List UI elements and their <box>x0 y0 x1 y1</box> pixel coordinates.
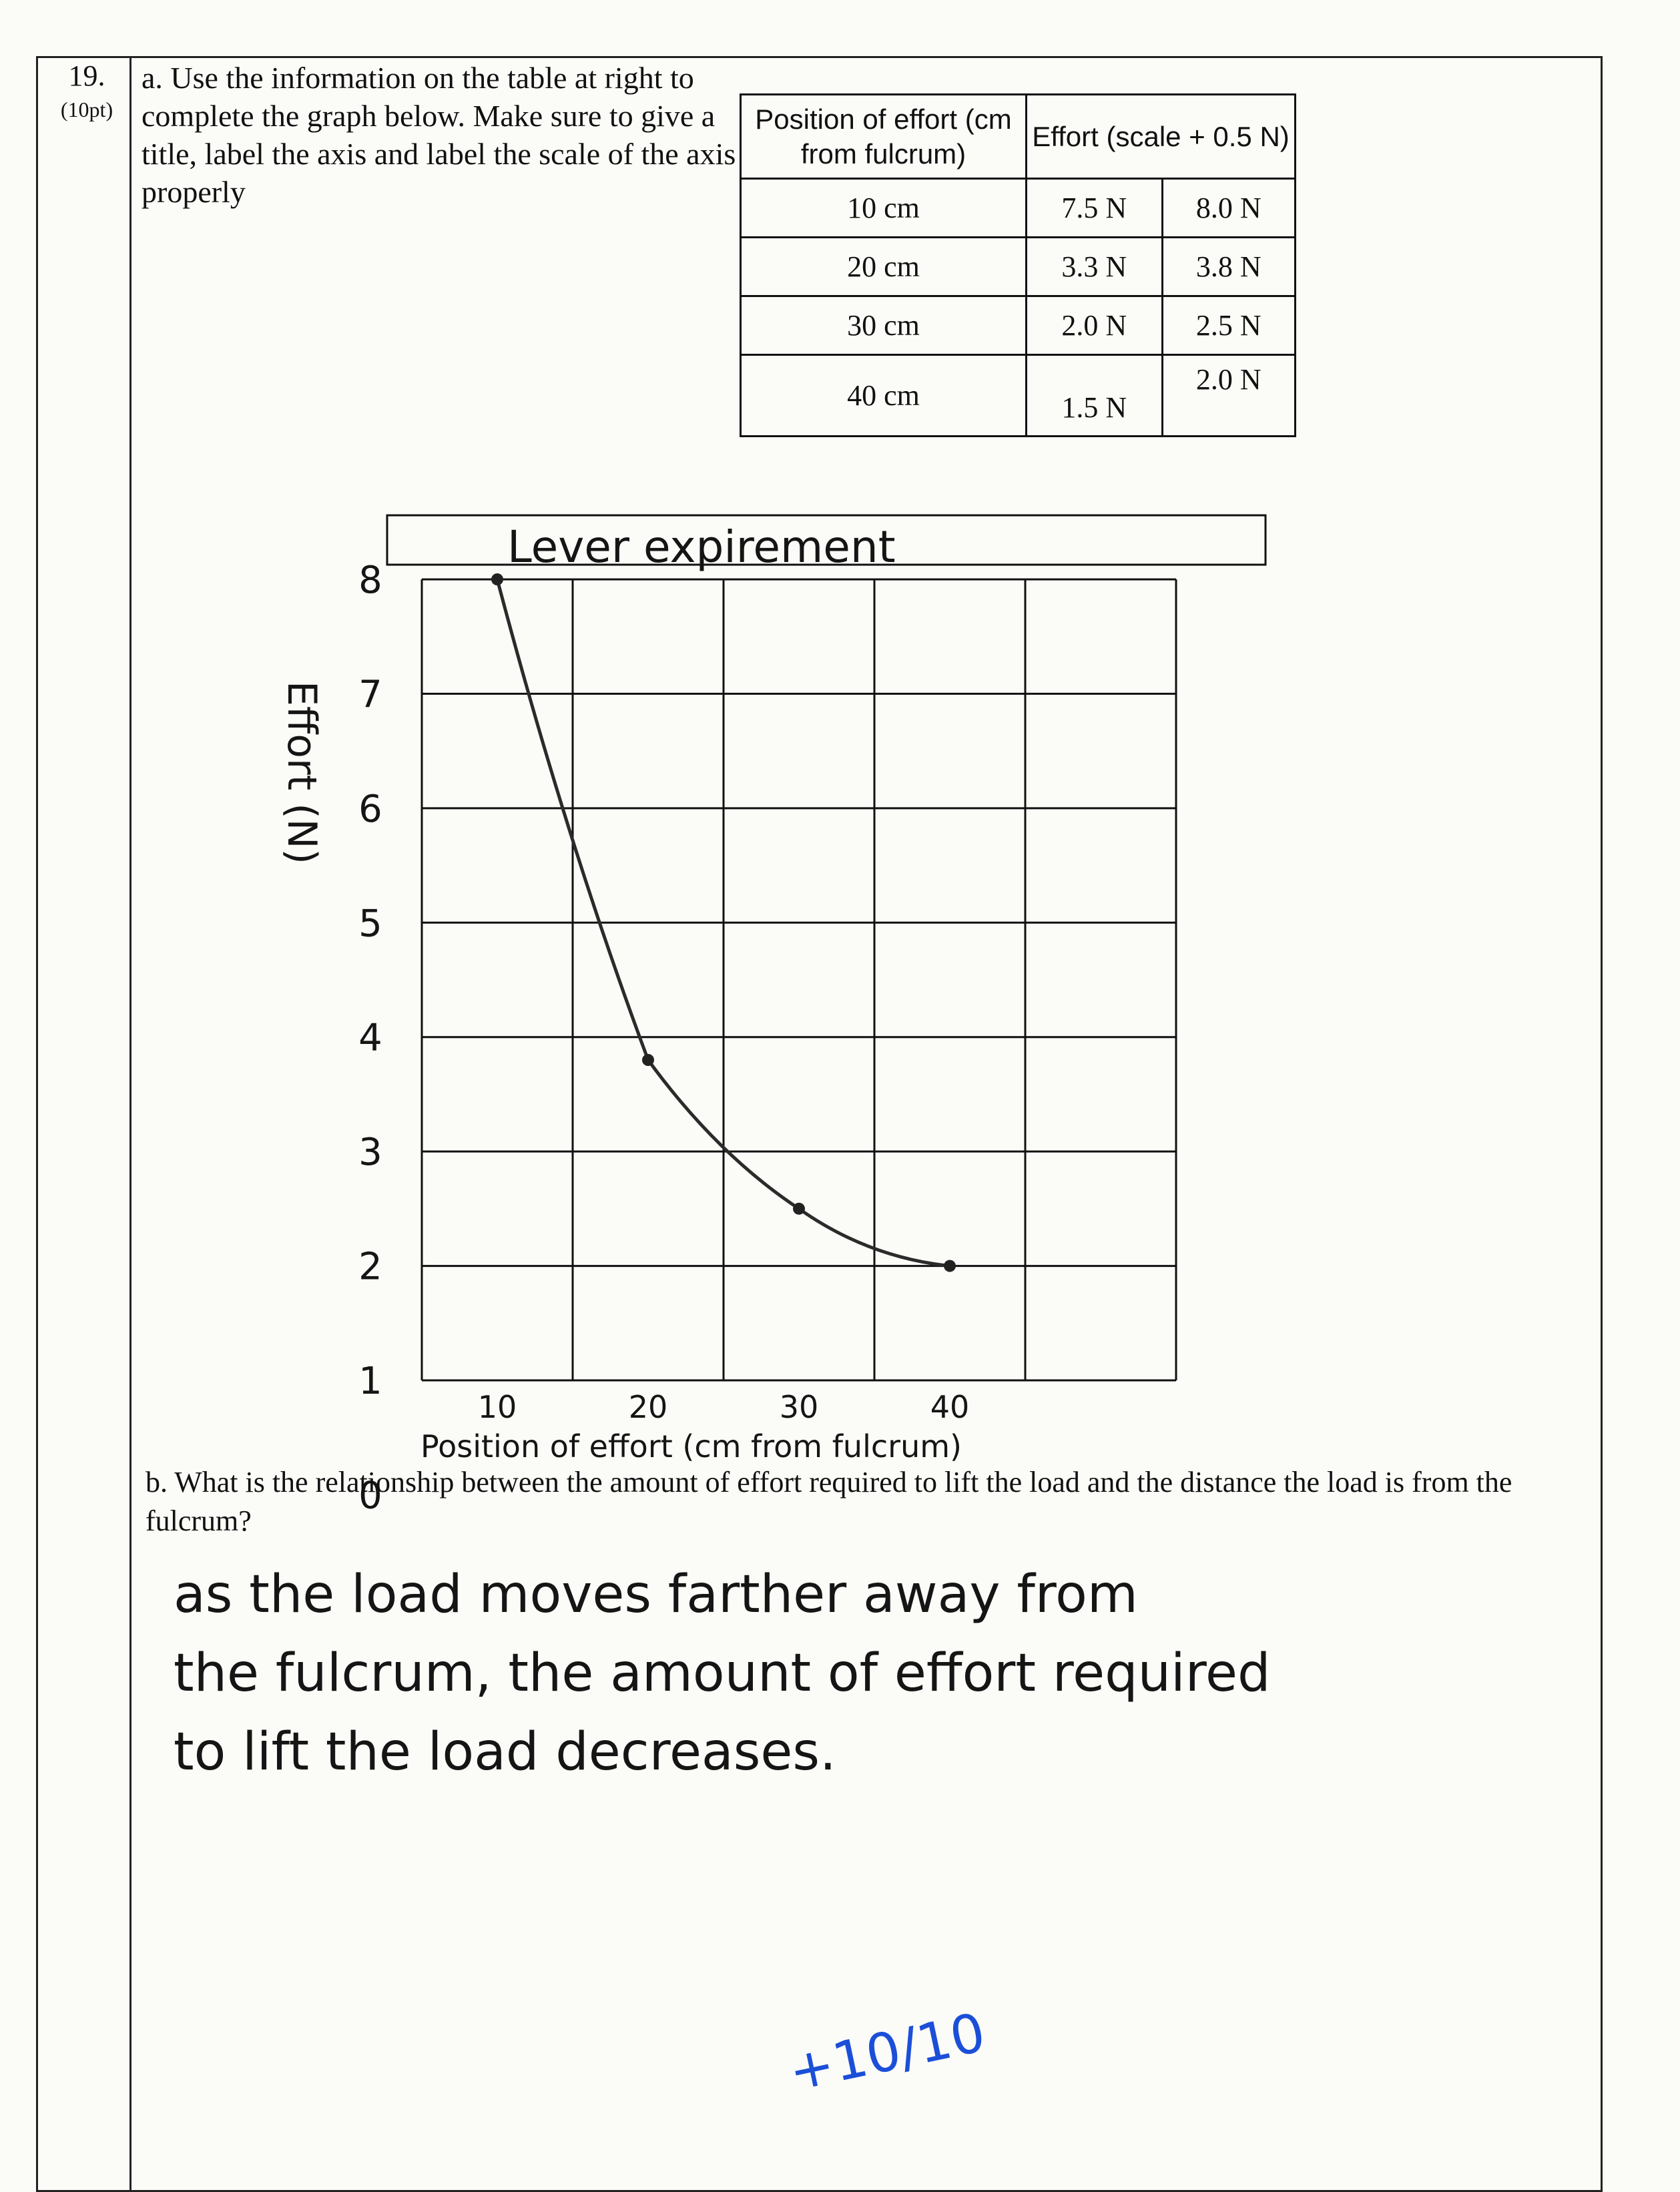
chart-grid <box>421 578 1177 1382</box>
data-table: Position of effort (cm from fulcrum) Eff… <box>740 93 1296 437</box>
data-point <box>642 1054 654 1066</box>
x-tick-label: 40 <box>930 1389 970 1425</box>
part-b-question: b. What is the relationship between the … <box>146 1466 1512 1537</box>
y-tick-label: 6 <box>358 788 382 831</box>
answer-line-2: the fulcrum, the amount of effort requir… <box>174 1643 1271 1703</box>
y-tick-label: 3 <box>358 1131 382 1174</box>
cell-effort-2: 2.5 N <box>1161 295 1296 356</box>
question-points: (10pt) <box>60 97 113 121</box>
title-box <box>386 514 1267 566</box>
chart-ticks: 10 20 30 40 0 1 2 3 4 5 6 7 8 <box>358 559 969 1517</box>
cell-effort-1: 1.5 N <box>1025 354 1163 437</box>
cell-effort-2: 2.0 N <box>1161 354 1296 437</box>
cell-effort-2: 3.8 N <box>1161 236 1296 297</box>
answer-line-1: as the load moves farther away from <box>174 1565 1138 1625</box>
question-number: 19. <box>68 59 105 92</box>
data-point <box>793 1202 805 1215</box>
effort-chart: Lever expirement 10 20 30 40 0 1 2 3 4 5 6 7 8 Posit… <box>278 514 1267 1517</box>
x-tick-label: 10 <box>478 1389 517 1425</box>
handwritten-answer: as the load moves farther away from the … <box>174 1555 1609 1792</box>
x-tick-label: 30 <box>780 1389 819 1425</box>
y-tick-label: 8 <box>358 559 382 602</box>
y-tick-label: 1 <box>358 1360 382 1403</box>
header-effort: Effort (scale + 0.5 N) <box>1025 93 1296 180</box>
cell-position: 30 cm <box>740 295 1027 356</box>
y-axis-label: Effort (N) <box>278 681 325 864</box>
cell-effort-1: 2.0 N <box>1025 295 1163 356</box>
x-axis-label: Position of effort (cm from fulcrum) <box>421 1428 962 1464</box>
cell-effort-2: 8.0 N <box>1161 178 1296 238</box>
data-point <box>491 573 503 585</box>
y-tick-label: 7 <box>358 673 382 716</box>
header-position: Position of effort (cm from fulcrum) <box>740 93 1027 180</box>
chart-series <box>491 573 956 1272</box>
answer-line-3: to lift the load decreases. <box>174 1722 836 1782</box>
y-tick-label: 0 <box>358 1474 382 1517</box>
cell-position: 10 cm <box>740 178 1027 238</box>
series-line <box>495 579 950 1268</box>
y-tick-label: 5 <box>358 902 382 945</box>
part-a-instructions: a. Use the information on the table at r… <box>142 61 736 209</box>
data-point <box>944 1260 956 1272</box>
cell-effort-1: 7.5 N <box>1025 178 1163 238</box>
y-tick-label: 4 <box>358 1017 382 1060</box>
y-tick-label: 2 <box>358 1246 382 1289</box>
column-divider <box>129 56 131 2192</box>
cell-effort-1: 3.3 N <box>1025 236 1163 297</box>
chart-title: Lever expirement <box>507 521 896 573</box>
x-tick-label: 20 <box>629 1389 668 1425</box>
cell-position: 40 cm <box>740 354 1027 437</box>
cell-position: 20 cm <box>740 236 1027 297</box>
